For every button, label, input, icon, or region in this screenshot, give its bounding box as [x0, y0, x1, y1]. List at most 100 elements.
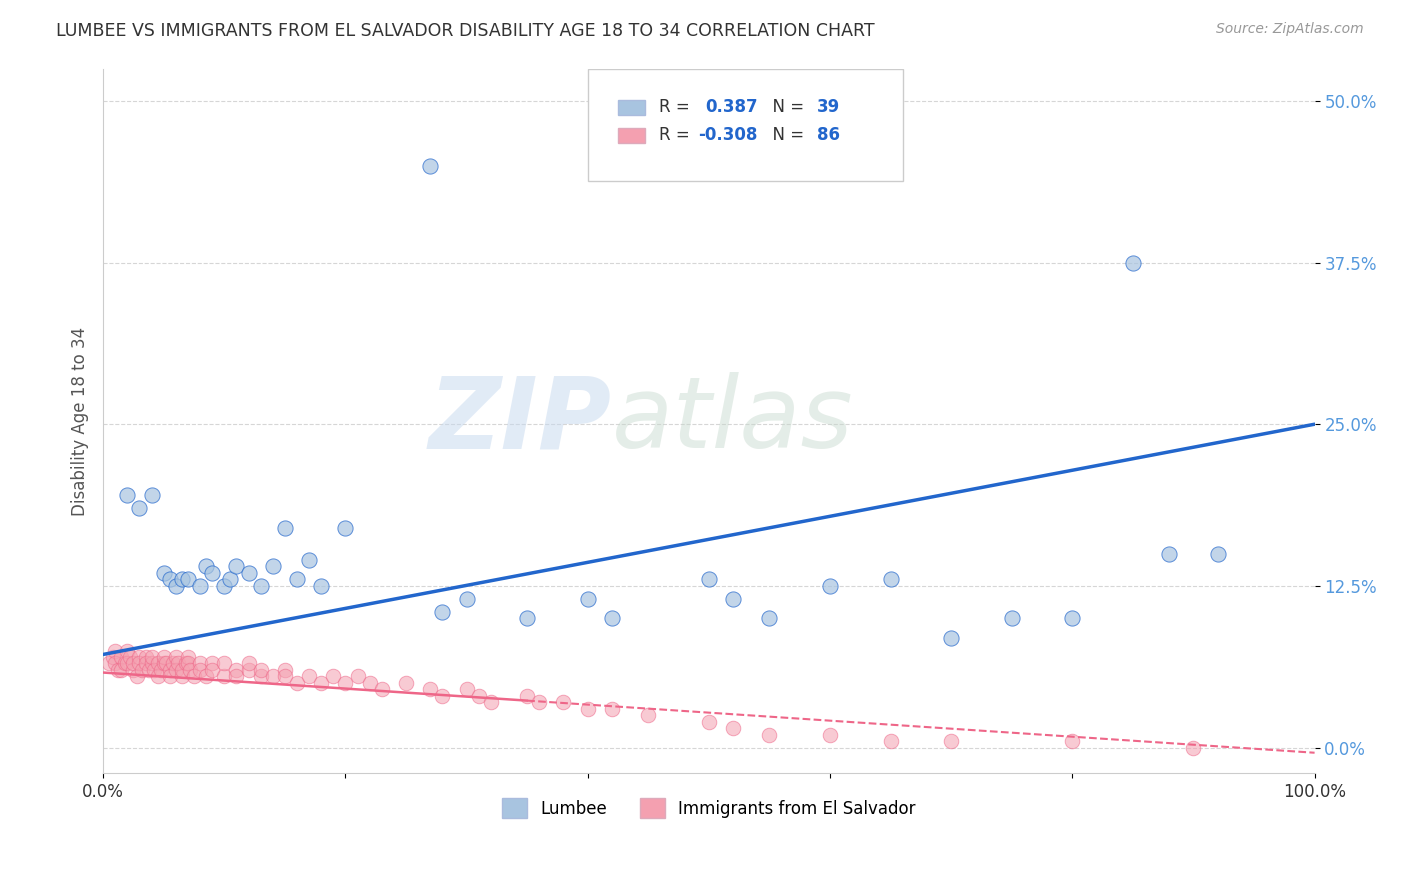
Text: N =: N = — [762, 98, 810, 116]
Point — [721, 591, 744, 606]
Point — [600, 702, 623, 716]
Point — [298, 669, 321, 683]
Point — [879, 734, 901, 748]
Point — [214, 579, 236, 593]
Point — [479, 695, 502, 709]
Point — [141, 488, 163, 502]
Point — [118, 650, 141, 665]
Point — [395, 676, 418, 690]
Text: -0.308: -0.308 — [697, 127, 758, 145]
Point — [146, 657, 169, 671]
Point — [818, 728, 841, 742]
Point — [553, 695, 575, 709]
Point — [758, 611, 780, 625]
Point — [104, 643, 127, 657]
Y-axis label: Disability Age 18 to 34: Disability Age 18 to 34 — [72, 326, 89, 516]
Point — [346, 669, 368, 683]
Point — [285, 676, 308, 690]
Point — [152, 650, 174, 665]
Point — [1182, 740, 1205, 755]
Point — [162, 657, 184, 671]
Point — [131, 663, 153, 677]
Point — [195, 559, 218, 574]
Point — [1001, 611, 1024, 625]
Point — [697, 714, 720, 729]
Point — [135, 657, 157, 671]
Text: ZIP: ZIP — [429, 373, 612, 469]
Point — [576, 702, 599, 716]
Point — [419, 682, 441, 697]
Point — [262, 669, 284, 683]
Point — [225, 559, 247, 574]
Point — [117, 657, 139, 671]
Point — [122, 657, 145, 671]
Point — [117, 643, 139, 657]
Point — [201, 657, 224, 671]
Point — [165, 579, 187, 593]
Point — [170, 663, 193, 677]
Text: Source: ZipAtlas.com: Source: ZipAtlas.com — [1216, 22, 1364, 37]
Point — [419, 159, 441, 173]
Point — [174, 657, 197, 671]
Point — [432, 689, 454, 703]
Point — [219, 573, 242, 587]
Point — [298, 553, 321, 567]
Point — [170, 573, 193, 587]
Text: LUMBEE VS IMMIGRANTS FROM EL SALVADOR DISABILITY AGE 18 TO 34 CORRELATION CHART: LUMBEE VS IMMIGRANTS FROM EL SALVADOR DI… — [56, 22, 875, 40]
Point — [177, 657, 200, 671]
Point — [143, 663, 166, 677]
Point — [818, 579, 841, 593]
Point — [165, 663, 187, 677]
Point — [939, 734, 962, 748]
Point — [309, 676, 332, 690]
Point — [467, 689, 489, 703]
Point — [104, 657, 127, 671]
Point — [125, 669, 148, 683]
Legend: Lumbee, Immigrants from El Salvador: Lumbee, Immigrants from El Salvador — [495, 791, 922, 825]
Text: 86: 86 — [817, 127, 839, 145]
Point — [576, 591, 599, 606]
Point — [516, 689, 538, 703]
Point — [516, 611, 538, 625]
Point — [135, 650, 157, 665]
Point — [1122, 255, 1144, 269]
FancyBboxPatch shape — [619, 100, 645, 115]
Point — [170, 669, 193, 683]
Point — [122, 663, 145, 677]
Point — [335, 521, 357, 535]
Text: N =: N = — [762, 127, 810, 145]
Point — [1062, 734, 1084, 748]
Point — [214, 657, 236, 671]
Point — [309, 579, 332, 593]
Point — [188, 579, 211, 593]
Text: 39: 39 — [817, 98, 839, 116]
Point — [285, 573, 308, 587]
Point — [600, 611, 623, 625]
FancyBboxPatch shape — [588, 69, 903, 181]
Point — [238, 657, 260, 671]
Point — [150, 663, 173, 677]
Point — [177, 573, 200, 587]
Point — [262, 559, 284, 574]
Point — [432, 605, 454, 619]
Point — [637, 708, 659, 723]
Text: R =: R = — [659, 98, 695, 116]
Point — [188, 663, 211, 677]
Point — [335, 676, 357, 690]
Point — [114, 657, 136, 671]
Point — [110, 663, 132, 677]
Point — [188, 657, 211, 671]
Point — [238, 663, 260, 677]
Point — [128, 650, 150, 665]
Point — [159, 573, 181, 587]
Point — [274, 669, 297, 683]
Point — [138, 663, 160, 677]
Point — [152, 566, 174, 580]
Point — [141, 650, 163, 665]
Point — [146, 669, 169, 683]
Text: R =: R = — [659, 127, 695, 145]
Point — [456, 682, 478, 697]
Point — [371, 682, 394, 697]
Point — [249, 579, 271, 593]
Point — [322, 669, 344, 683]
